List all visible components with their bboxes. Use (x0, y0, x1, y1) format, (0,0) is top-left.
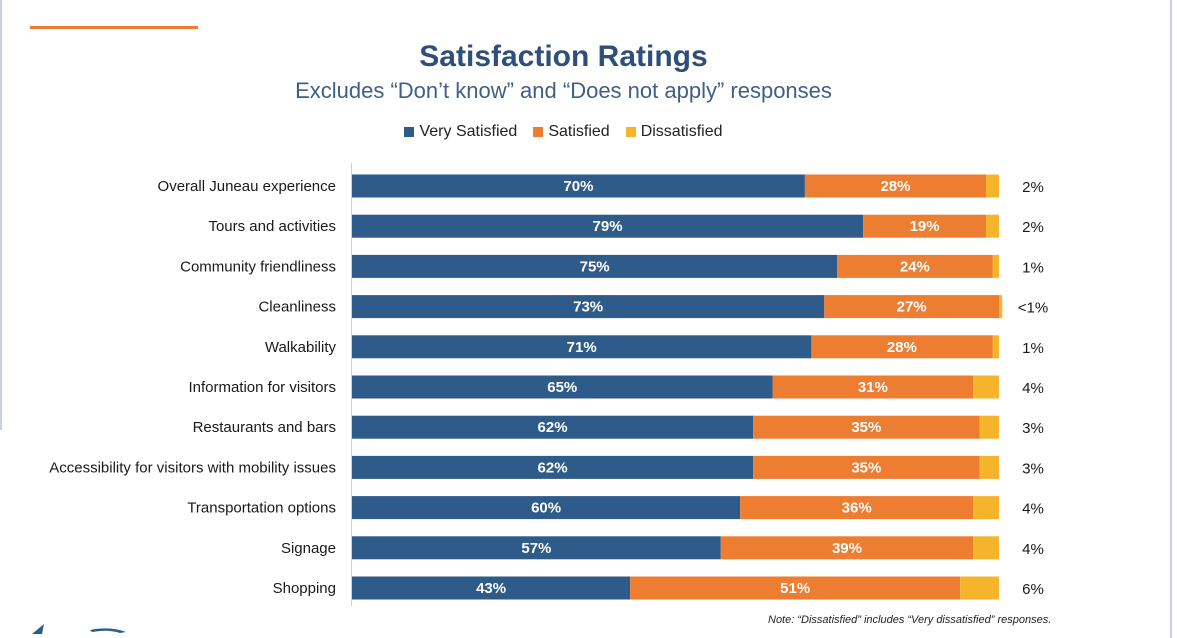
bar-satisfied-signage (720, 536, 974, 560)
data-label-dissatisfied-information-for-visitors: 4% (1022, 380, 1044, 397)
category-label-information-for-visitors: Information for visitors (188, 379, 336, 396)
bar-dissatisfied-transportation-options (973, 496, 999, 520)
data-label-very-satisfied-information-for-visitors: 65% (547, 379, 577, 396)
category-label-walkability: Walkability (265, 339, 337, 356)
bar-satisfied-information-for-visitors (772, 375, 974, 399)
data-label-very-satisfied-restaurants-and-bars: 62% (538, 419, 568, 436)
data-label-very-satisfied-cleanliness: 73% (573, 299, 603, 316)
category-label-community-friendliness: Community friendliness (180, 258, 336, 275)
bar-satisfied-cleanliness (824, 295, 999, 319)
bar-satisfied-accessibility-for-visitors-with-mobility-issues (753, 455, 980, 479)
category-label-signage: Signage (281, 540, 336, 557)
data-label-dissatisfied-signage: 4% (1022, 541, 1044, 558)
data-label-very-satisfied-overall-juneau-experience: 70% (563, 178, 593, 195)
bar-very-satisfied-tours-and-activities (352, 214, 864, 238)
data-label-satisfied-cleanliness: 27% (897, 299, 927, 316)
bar-satisfied-restaurants-and-bars (753, 415, 980, 439)
bar-very-satisfied-signage (352, 536, 721, 560)
legend-swatch-very-satisfied (404, 127, 415, 137)
legend-label-dissatisfied: Dissatisfied (640, 123, 723, 140)
chart-title: Satisfaction Ratings (419, 40, 708, 73)
bar-very-satisfied-community-friendliness (352, 254, 838, 278)
data-label-satisfied-accessibility-for-visitors-with-mobility-issues: 35% (851, 459, 881, 476)
data-label-satisfied-signage: 39% (832, 540, 862, 557)
bar-dissatisfied-cleanliness (999, 295, 1003, 319)
legend-item-dissatisfied: Dissatisfied (625, 123, 723, 141)
bar-satisfied-transportation-options (740, 496, 974, 520)
legend-label-satisfied: Satisfied (548, 123, 610, 140)
data-label-satisfied-transportation-options: 36% (842, 500, 872, 517)
bar-dissatisfied-information-for-visitors (973, 375, 999, 399)
data-label-very-satisfied-tours-and-activities: 79% (593, 218, 623, 235)
legend-swatch-dissatisfied (625, 127, 636, 137)
bar-satisfied-tours-and-activities (863, 214, 987, 238)
bar-dissatisfied-tours-and-activities (986, 214, 999, 238)
data-label-satisfied-shopping: 51% (780, 580, 810, 597)
bar-very-satisfied-shopping (352, 576, 631, 600)
bar-dissatisfied-community-friendliness (992, 254, 999, 278)
bar-satisfied-community-friendliness (837, 254, 993, 278)
data-label-dissatisfied-accessibility-for-visitors-with-mobility-issues: 3% (1022, 460, 1044, 477)
data-label-very-satisfied-accessibility-for-visitors-with-mobility-issues: 62% (538, 459, 568, 476)
left-border (0, 0, 2, 430)
category-label-overall-juneau-experience: Overall Juneau experience (158, 178, 336, 195)
bar-satisfied-overall-juneau-experience (804, 174, 987, 198)
data-label-dissatisfied-community-friendliness: 1% (1022, 259, 1044, 276)
data-label-dissatisfied-cleanliness: <1% (1018, 300, 1048, 317)
data-label-satisfied-tours-and-activities: 19% (910, 218, 940, 235)
category-label-accessibility-for-visitors-with-mobility-issues: Accessibility for visitors with mobility… (49, 459, 336, 476)
bar-dissatisfied-overall-juneau-experience (986, 174, 999, 198)
category-label-shopping: Shopping (273, 580, 336, 597)
data-label-very-satisfied-community-friendliness: 75% (580, 258, 610, 275)
data-label-satisfied-restaurants-and-bars: 35% (851, 419, 881, 436)
data-label-very-satisfied-signage: 57% (521, 540, 551, 557)
data-label-very-satisfied-transportation-options: 60% (531, 500, 561, 517)
bar-very-satisfied-cleanliness (352, 295, 825, 319)
legend-swatch-satisfied (533, 127, 544, 137)
bar-dissatisfied-accessibility-for-visitors-with-mobility-issues (979, 455, 999, 479)
data-label-dissatisfied-walkability: 1% (1022, 340, 1044, 357)
bar-very-satisfied-overall-juneau-experience (352, 174, 805, 198)
bar-very-satisfied-transportation-options (352, 496, 741, 520)
legend: Very Satisfied Satisfied Dissatisfied (0, 123, 1127, 141)
data-label-very-satisfied-shopping: 43% (476, 580, 506, 597)
data-label-dissatisfied-transportation-options: 4% (1022, 501, 1044, 518)
footnote: Note: “Dissatisfied” includes “Very diss… (768, 614, 1052, 626)
category-label-cleanliness: Cleanliness (258, 299, 336, 316)
bar-dissatisfied-walkability (992, 335, 999, 359)
data-label-dissatisfied-shopping: 6% (1022, 581, 1044, 598)
data-label-satisfied-walkability: 28% (887, 339, 917, 356)
data-label-dissatisfied-overall-juneau-experience: 2% (1022, 179, 1044, 196)
bar-dissatisfied-restaurants-and-bars (979, 415, 999, 439)
data-label-very-satisfied-walkability: 71% (567, 339, 597, 356)
category-axis-line (351, 163, 352, 606)
legend-item-very-satisfied: Very Satisfied (404, 123, 517, 141)
category-label-restaurants-and-bars: Restaurants and bars (193, 419, 336, 436)
bar-very-satisfied-information-for-visitors (352, 375, 773, 399)
bar-satisfied-shopping (630, 576, 961, 600)
data-label-dissatisfied-restaurants-and-bars: 3% (1022, 420, 1044, 437)
right-border (1170, 0, 1172, 638)
category-label-tours-and-activities: Tours and activities (208, 218, 336, 235)
legend-item-satisfied: Satisfied (533, 123, 610, 141)
category-label-transportation-options: Transportation options (187, 500, 336, 517)
bar-dissatisfied-signage (973, 536, 999, 560)
bar-satisfied-walkability (811, 335, 993, 359)
bar-very-satisfied-restaurants-and-bars (352, 415, 754, 439)
data-label-satisfied-overall-juneau-experience: 28% (880, 178, 910, 195)
legend-label-very-satisfied: Very Satisfied (419, 123, 518, 140)
data-label-satisfied-information-for-visitors: 31% (858, 379, 888, 396)
bar-very-satisfied-walkability (352, 335, 812, 359)
bar-dissatisfied-shopping (960, 576, 999, 600)
chart-subtitle: Excludes “Don’t know” and “Does not appl… (295, 78, 832, 103)
header-accent-line (30, 26, 198, 29)
bar-very-satisfied-accessibility-for-visitors-with-mobility-issues (352, 455, 754, 479)
data-label-satisfied-community-friendliness: 24% (900, 258, 930, 275)
data-label-dissatisfied-tours-and-activities: 2% (1022, 219, 1044, 236)
logo-mark (32, 624, 126, 634)
